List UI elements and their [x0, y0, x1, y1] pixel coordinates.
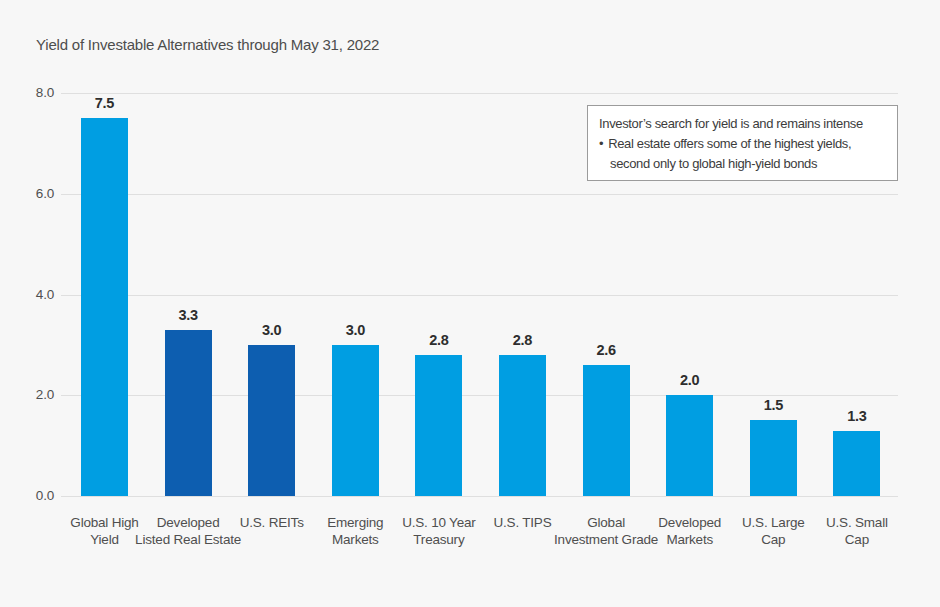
annotation-line-2-text: Real estate offers some of the highest y… — [608, 134, 851, 154]
gridline-0.0 — [61, 496, 898, 497]
x-axis-category-label-line: Treasury — [381, 531, 497, 548]
bar-developed-markets — [666, 395, 713, 496]
y-axis-tick-label-4.0: 4.0 — [0, 287, 54, 302]
bar-u-s-large-cap — [750, 420, 797, 496]
x-axis-category-label-line: Listed Real Estate — [130, 531, 246, 548]
bar-global-high-yield — [81, 118, 128, 496]
bar-chart: 0.02.04.06.08.07.5Global HighYield3.3Dev… — [0, 0, 940, 607]
gridline-6.0 — [61, 194, 898, 195]
annotation-box: Investor’s search for yield is and remai… — [587, 105, 898, 181]
y-axis-tick-label-2.0: 2.0 — [0, 387, 54, 402]
bar-value-label-global-investment-grade: 2.6 — [566, 342, 646, 358]
bar-u-s-small-cap — [833, 431, 880, 496]
gridline-8.0 — [61, 93, 898, 94]
y-axis-tick-label-8.0: 8.0 — [0, 85, 54, 100]
bar-u-s-tips — [499, 355, 546, 496]
x-axis-category-label-u-s-small-cap: U.S. SmallCap — [799, 514, 915, 548]
annotation-line-1: Investor’s search for yield is and remai… — [599, 114, 887, 134]
bar-developed-listed-real-estate — [165, 330, 212, 496]
bar-value-label-u-s-reits: 3.0 — [232, 322, 312, 338]
bar-value-label-developed-listed-real-estate: 3.3 — [148, 307, 228, 323]
x-axis-category-label-line: Cap — [799, 531, 915, 548]
bar-value-label-emerging-markets: 3.0 — [315, 322, 395, 338]
bar-value-label-u-s-tips: 2.8 — [483, 332, 563, 348]
y-axis-tick-label-6.0: 6.0 — [0, 186, 54, 201]
bar-value-label-u-s-10-year-treasury: 2.8 — [399, 332, 479, 348]
bar-u-s-10-year-treasury — [415, 355, 462, 496]
bullet-icon: • — [599, 134, 603, 154]
bar-value-label-u-s-large-cap: 1.5 — [733, 397, 813, 413]
bar-value-label-global-high-yield: 7.5 — [65, 95, 145, 111]
bar-emerging-markets — [332, 345, 379, 496]
y-axis-tick-label-0.0: 0.0 — [0, 488, 54, 503]
gridline-4.0 — [61, 295, 898, 296]
bar-u-s-reits — [248, 345, 295, 496]
bar-global-investment-grade — [583, 365, 630, 496]
annotation-line-2: • Real estate offers some of the highest… — [599, 134, 887, 154]
bar-value-label-u-s-small-cap: 1.3 — [817, 408, 897, 424]
bar-value-label-developed-markets: 2.0 — [650, 372, 730, 388]
annotation-line-3: second only to global high-yield bonds — [599, 154, 887, 174]
x-axis-category-label-line: U.S. Small — [799, 514, 915, 531]
